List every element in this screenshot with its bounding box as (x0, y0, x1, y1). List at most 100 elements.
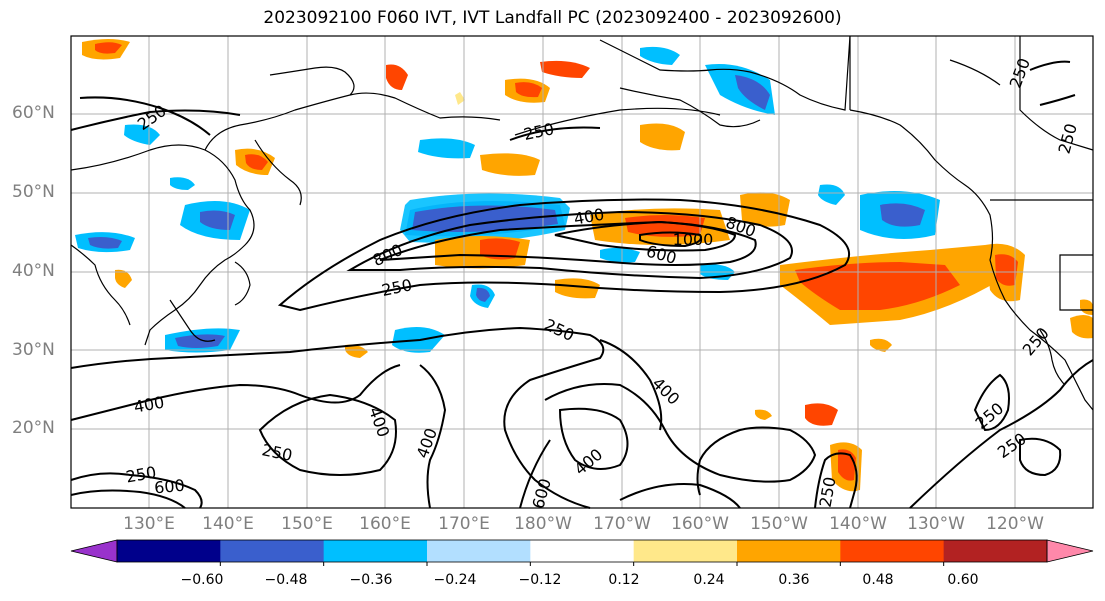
lon-label: 120°W (986, 514, 1044, 534)
lon-label: 130°E (123, 514, 175, 534)
ivt-contour-250 (79, 96, 211, 136)
lon-label: 180°W (514, 514, 572, 534)
positive-pc-region (995, 254, 1018, 286)
ivt-contour-250 (70, 109, 241, 131)
positive-pc-region (345, 344, 368, 358)
lon-label: 150°W (750, 514, 808, 534)
ivt-contours (70, 60, 1094, 509)
negative-pc-region (818, 184, 845, 205)
ivt-contour-400 (70, 472, 203, 509)
colorbar-tick-label: 0.60 (947, 572, 979, 588)
positive-pc-region (755, 409, 772, 420)
positive-pc-region (740, 192, 790, 227)
lat-label: 30°N (12, 340, 55, 360)
ivt-contour-400 (346, 210, 793, 280)
lon-label: 170°W (593, 514, 651, 534)
negative-pc-region (175, 334, 225, 348)
colorbar-segment (530, 540, 635, 562)
ivt-pc-fills (75, 39, 1093, 492)
positive-pc-region (455, 92, 465, 105)
positive-pc-region (625, 215, 705, 237)
colorbar-extend-high (1046, 539, 1094, 563)
ivt-contour-250 (973, 373, 1010, 432)
colorbar-segment (737, 540, 841, 562)
contour-label: 1000 (673, 230, 714, 249)
positive-pc-region (1070, 315, 1093, 339)
ivt-contour-400 (558, 407, 629, 470)
lat-label: 50°N (12, 182, 55, 202)
ivt-contour-250 (277, 198, 851, 312)
lat-label: 20°N (12, 418, 55, 438)
positive-pc-region (805, 403, 838, 426)
negative-pc-region (418, 138, 475, 159)
lon-label: 130°W (907, 514, 965, 534)
coastlines (70, 35, 1094, 411)
positive-pc-region (245, 154, 268, 170)
ivt-contour-250 (1029, 60, 1071, 71)
colorbar-segment (943, 540, 1048, 562)
ivt-contour-250 (1039, 94, 1076, 106)
ivt-contour-250 (909, 359, 1094, 509)
lon-label: 160°W (671, 514, 729, 534)
plot-frame (70, 35, 1094, 509)
positive-pc-region (795, 262, 960, 310)
ivt-contour-600 (70, 489, 186, 509)
ivt-contour-250 (70, 326, 605, 509)
lon-label: 140°E (202, 514, 254, 534)
map-title: 2023092100 F060 IVT, IVT Landfall PC (20… (263, 8, 842, 28)
colorbar-tick-label: −0.24 (433, 572, 477, 588)
positive-pc-region (540, 60, 590, 78)
negative-pc-region (600, 247, 640, 263)
positive-pc-region (555, 278, 600, 299)
colorbar-segment (427, 540, 531, 562)
lat-label: 60°N (12, 103, 55, 123)
colorbar-tick-label: 0.12 (608, 572, 640, 588)
positive-pc-region (870, 338, 892, 352)
colorbar-segment (220, 540, 325, 562)
colorbar-tick-label: 0.36 (778, 572, 810, 588)
lon-label: 170°E (438, 514, 490, 534)
ivt-contour-1000 (639, 231, 702, 248)
ivt-contour-250 (814, 452, 858, 509)
ivt-contour-400 (419, 364, 447, 509)
colorbar-tick-label: 0.48 (862, 572, 894, 588)
colorbar-tick-label: −0.60 (180, 572, 224, 588)
ivt-contour-600 (519, 439, 551, 509)
ivt-contour-800 (554, 220, 737, 252)
positive-pc-region (480, 238, 520, 260)
colorbar-tick-label: −0.48 (264, 572, 308, 588)
negative-pc-region (735, 75, 770, 110)
ivt-contour-600 (379, 220, 757, 266)
ivt-contour-400 (70, 364, 401, 421)
lon-label: 150°E (281, 514, 333, 534)
positive-pc-region (640, 123, 685, 151)
ivt-contour-250 (544, 383, 817, 496)
colorbar-segment (117, 540, 221, 562)
negative-pc-region (412, 205, 558, 232)
ivt-contour-250 (509, 126, 601, 141)
ivt-contour-400 (619, 483, 741, 509)
colorbar-tick-label: −0.36 (349, 572, 393, 588)
ivt-contour-250 (1019, 437, 1062, 477)
negative-pc-region (640, 46, 680, 65)
negative-pc-region (170, 177, 195, 190)
lon-label: 140°W (829, 514, 887, 534)
positive-pc-region (1080, 299, 1093, 315)
negative-pc-region (200, 210, 235, 230)
positive-pc-region (515, 82, 542, 98)
negative-pc-region (476, 287, 490, 302)
negative-pc-region (124, 124, 160, 145)
lat-label: 40°N (12, 261, 55, 281)
colorbar-segment (633, 540, 738, 562)
positive-pc-region (480, 153, 540, 176)
colorbar-segment (840, 540, 945, 562)
positive-pc-region (386, 64, 408, 90)
colorbar-tick-label: −0.12 (518, 572, 562, 588)
negative-pc-region (880, 203, 925, 227)
colorbar-frame (116, 539, 1048, 563)
colorbar-extend-low (70, 539, 118, 563)
positive-pc-region (95, 42, 122, 54)
positive-pc-region (115, 269, 132, 288)
colorbar (70, 539, 1094, 566)
